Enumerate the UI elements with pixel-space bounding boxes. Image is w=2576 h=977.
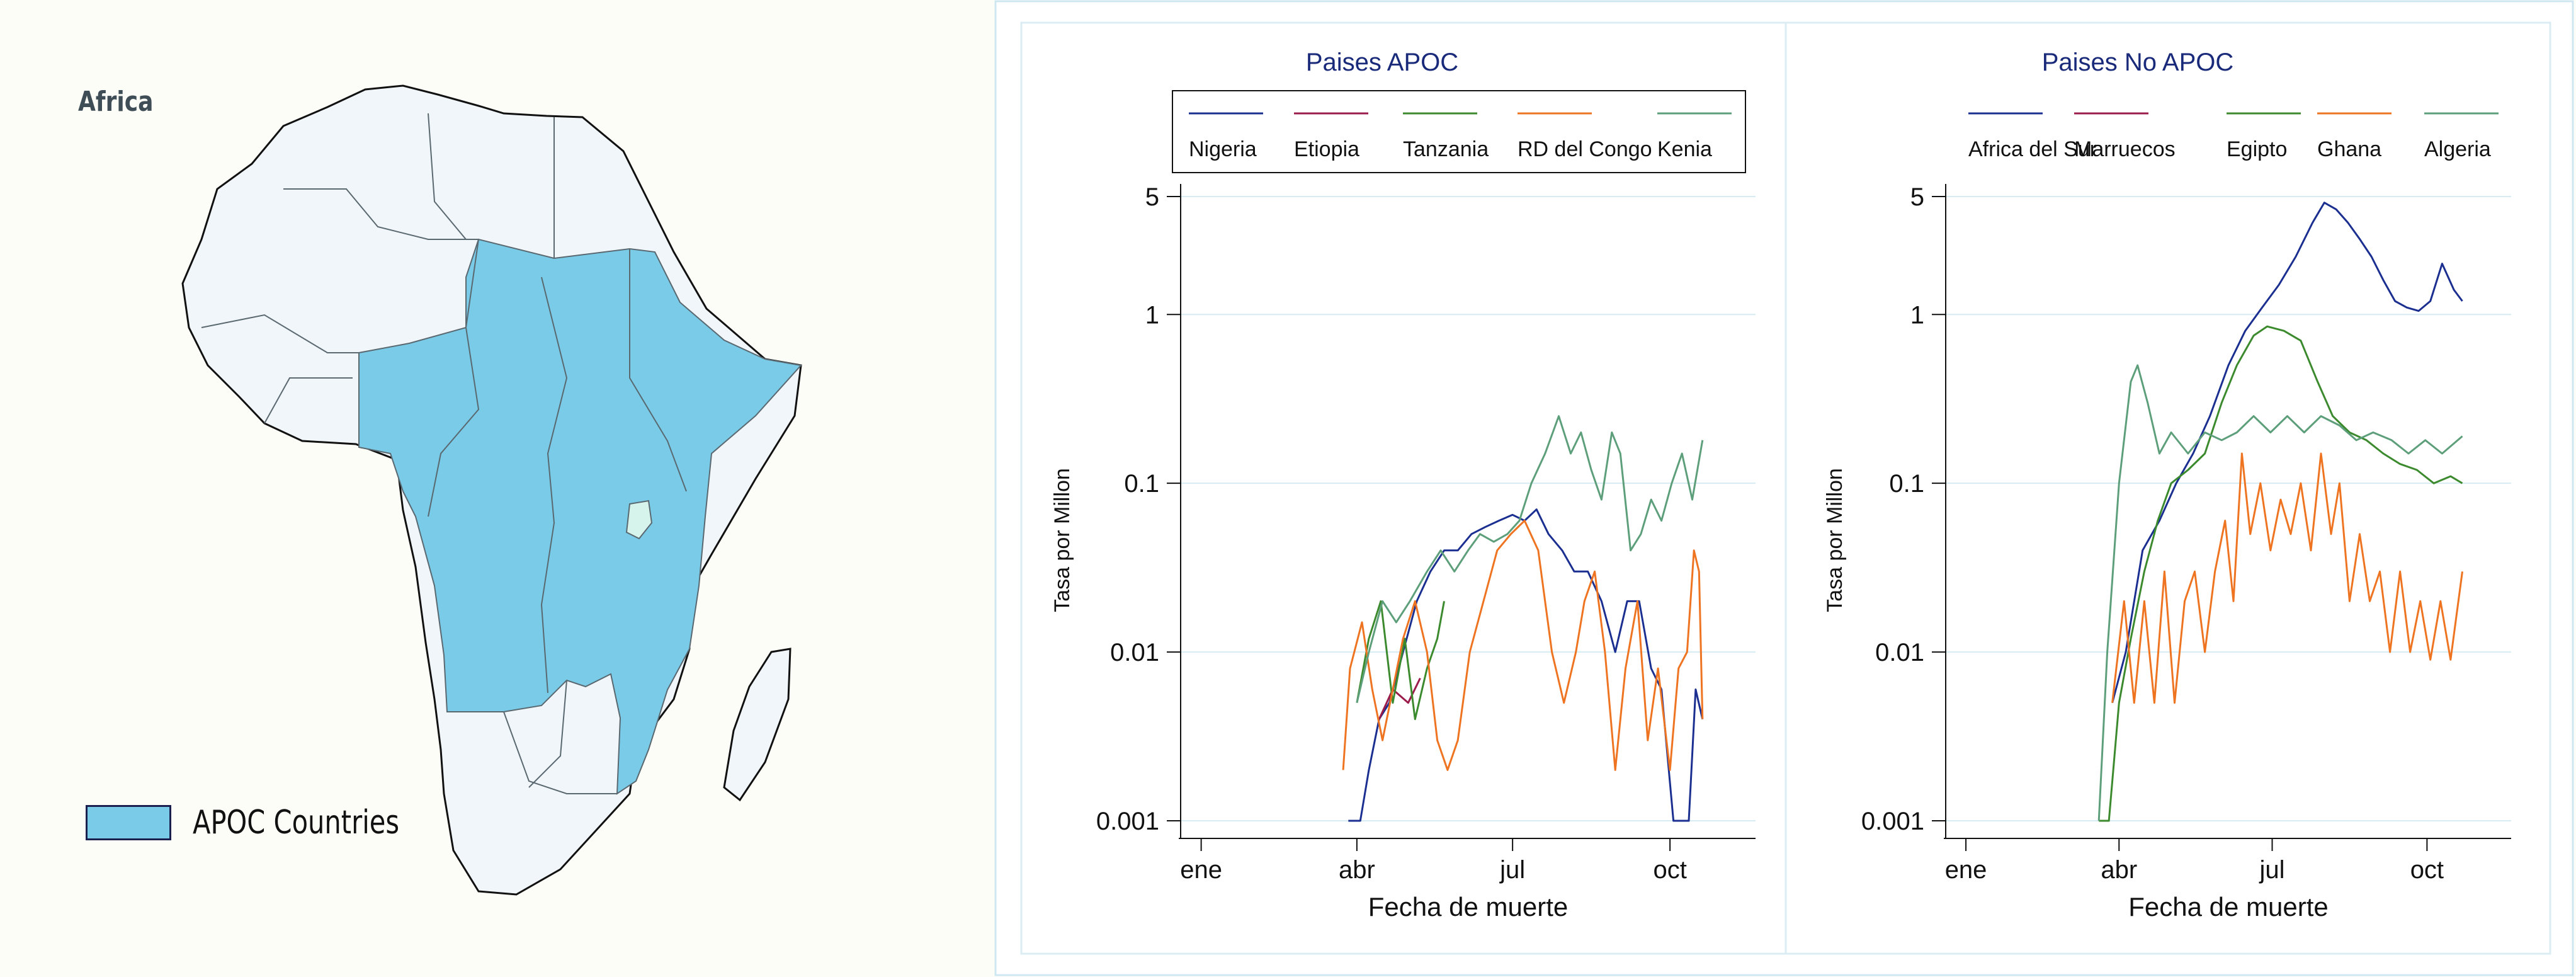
series-line-africa-del-sur — [2111, 202, 2463, 704]
legend-label: RD del Congo — [1518, 137, 1652, 161]
x-tick-label: oct — [2410, 856, 2444, 884]
legend-label: Marruecos — [2074, 137, 2176, 161]
series-line-ghana — [2111, 452, 2463, 704]
legend-label: Ghana — [2317, 137, 2381, 161]
x-tick-label: ene — [1945, 856, 1987, 884]
series-line-algeria — [2097, 364, 2463, 821]
map-title: Africa — [78, 86, 154, 118]
charts: 0.001 0.01 0.1 1 5 ene abr jul oct Fecha de muert… — [1050, 49, 2511, 922]
map-land-apoc — [358, 238, 802, 795]
y-tick-label: 1 — [1145, 301, 1159, 329]
legend-label: Etiopia — [1294, 137, 1359, 161]
y-tick-label: 0.01 — [1110, 639, 1159, 666]
series-line-kenia — [1356, 415, 1704, 704]
map-borders — [201, 113, 687, 794]
y-tick-label: 5 — [1910, 183, 1924, 211]
series-line-rd-del-congo — [1342, 520, 1704, 771]
y-tick-label: 0.1 — [1889, 470, 1924, 498]
chart-1: 0.001 0.01 0.1 1 5 ene abr jul oct Fecha de muert… — [1050, 49, 1756, 922]
chart-2: 0.001 0.01 0.1 1 5 ene abr jul oct Fecha de muert… — [1823, 49, 2511, 922]
legend-label: Kenia — [1657, 137, 1712, 161]
series-line-tanzania — [1356, 600, 1445, 721]
y-tick-label: 0.01 — [1875, 639, 1924, 666]
y-tick-label: 0.1 — [1124, 470, 1159, 498]
legend-box — [1172, 90, 1746, 173]
legend-label: Africa del Sur — [1968, 137, 2097, 161]
chart-panel-border — [994, 0, 2574, 976]
x-tick-label: ene — [1180, 856, 1222, 884]
y-tick-label: 0.001 — [1861, 808, 1924, 835]
x-tick-label: jul — [2259, 856, 2284, 884]
y-tick-label: 1 — [1910, 301, 1924, 329]
x-tick-label: abr — [2101, 856, 2137, 884]
map-lake-victoria — [625, 500, 653, 540]
y-axis-label: Tasa por Millon — [1823, 468, 1847, 612]
map-legend-label: APOC Countries — [193, 804, 400, 842]
chart-title: Paises No APOC — [2042, 49, 2234, 76]
map-madagascar — [723, 648, 792, 802]
series-line-egipto — [2099, 325, 2463, 822]
x-axis-label: Fecha de muerte — [2128, 892, 2329, 922]
legend-label: Tanzania — [1403, 137, 1489, 161]
legend-label: Algeria — [2424, 137, 2491, 161]
x-tick-label: abr — [1339, 856, 1375, 884]
y-axis-label: Tasa por Millon — [1050, 468, 1074, 612]
x-axis-label: Fecha de muerte — [1368, 892, 1569, 922]
africa-map — [181, 84, 802, 896]
legend-label: Egipto — [2227, 137, 2287, 161]
x-tick-label: oct — [1653, 856, 1686, 884]
y-tick-label: 5 — [1145, 183, 1159, 211]
y-tick-label: 0.001 — [1096, 808, 1159, 835]
chart-title: Paises APOC — [1306, 49, 1458, 76]
series-line-etiopia — [1378, 677, 1421, 720]
map-legend-swatch — [86, 805, 171, 840]
legend-label: Nigeria — [1189, 137, 1257, 161]
x-tick-label: jul — [1499, 856, 1525, 884]
